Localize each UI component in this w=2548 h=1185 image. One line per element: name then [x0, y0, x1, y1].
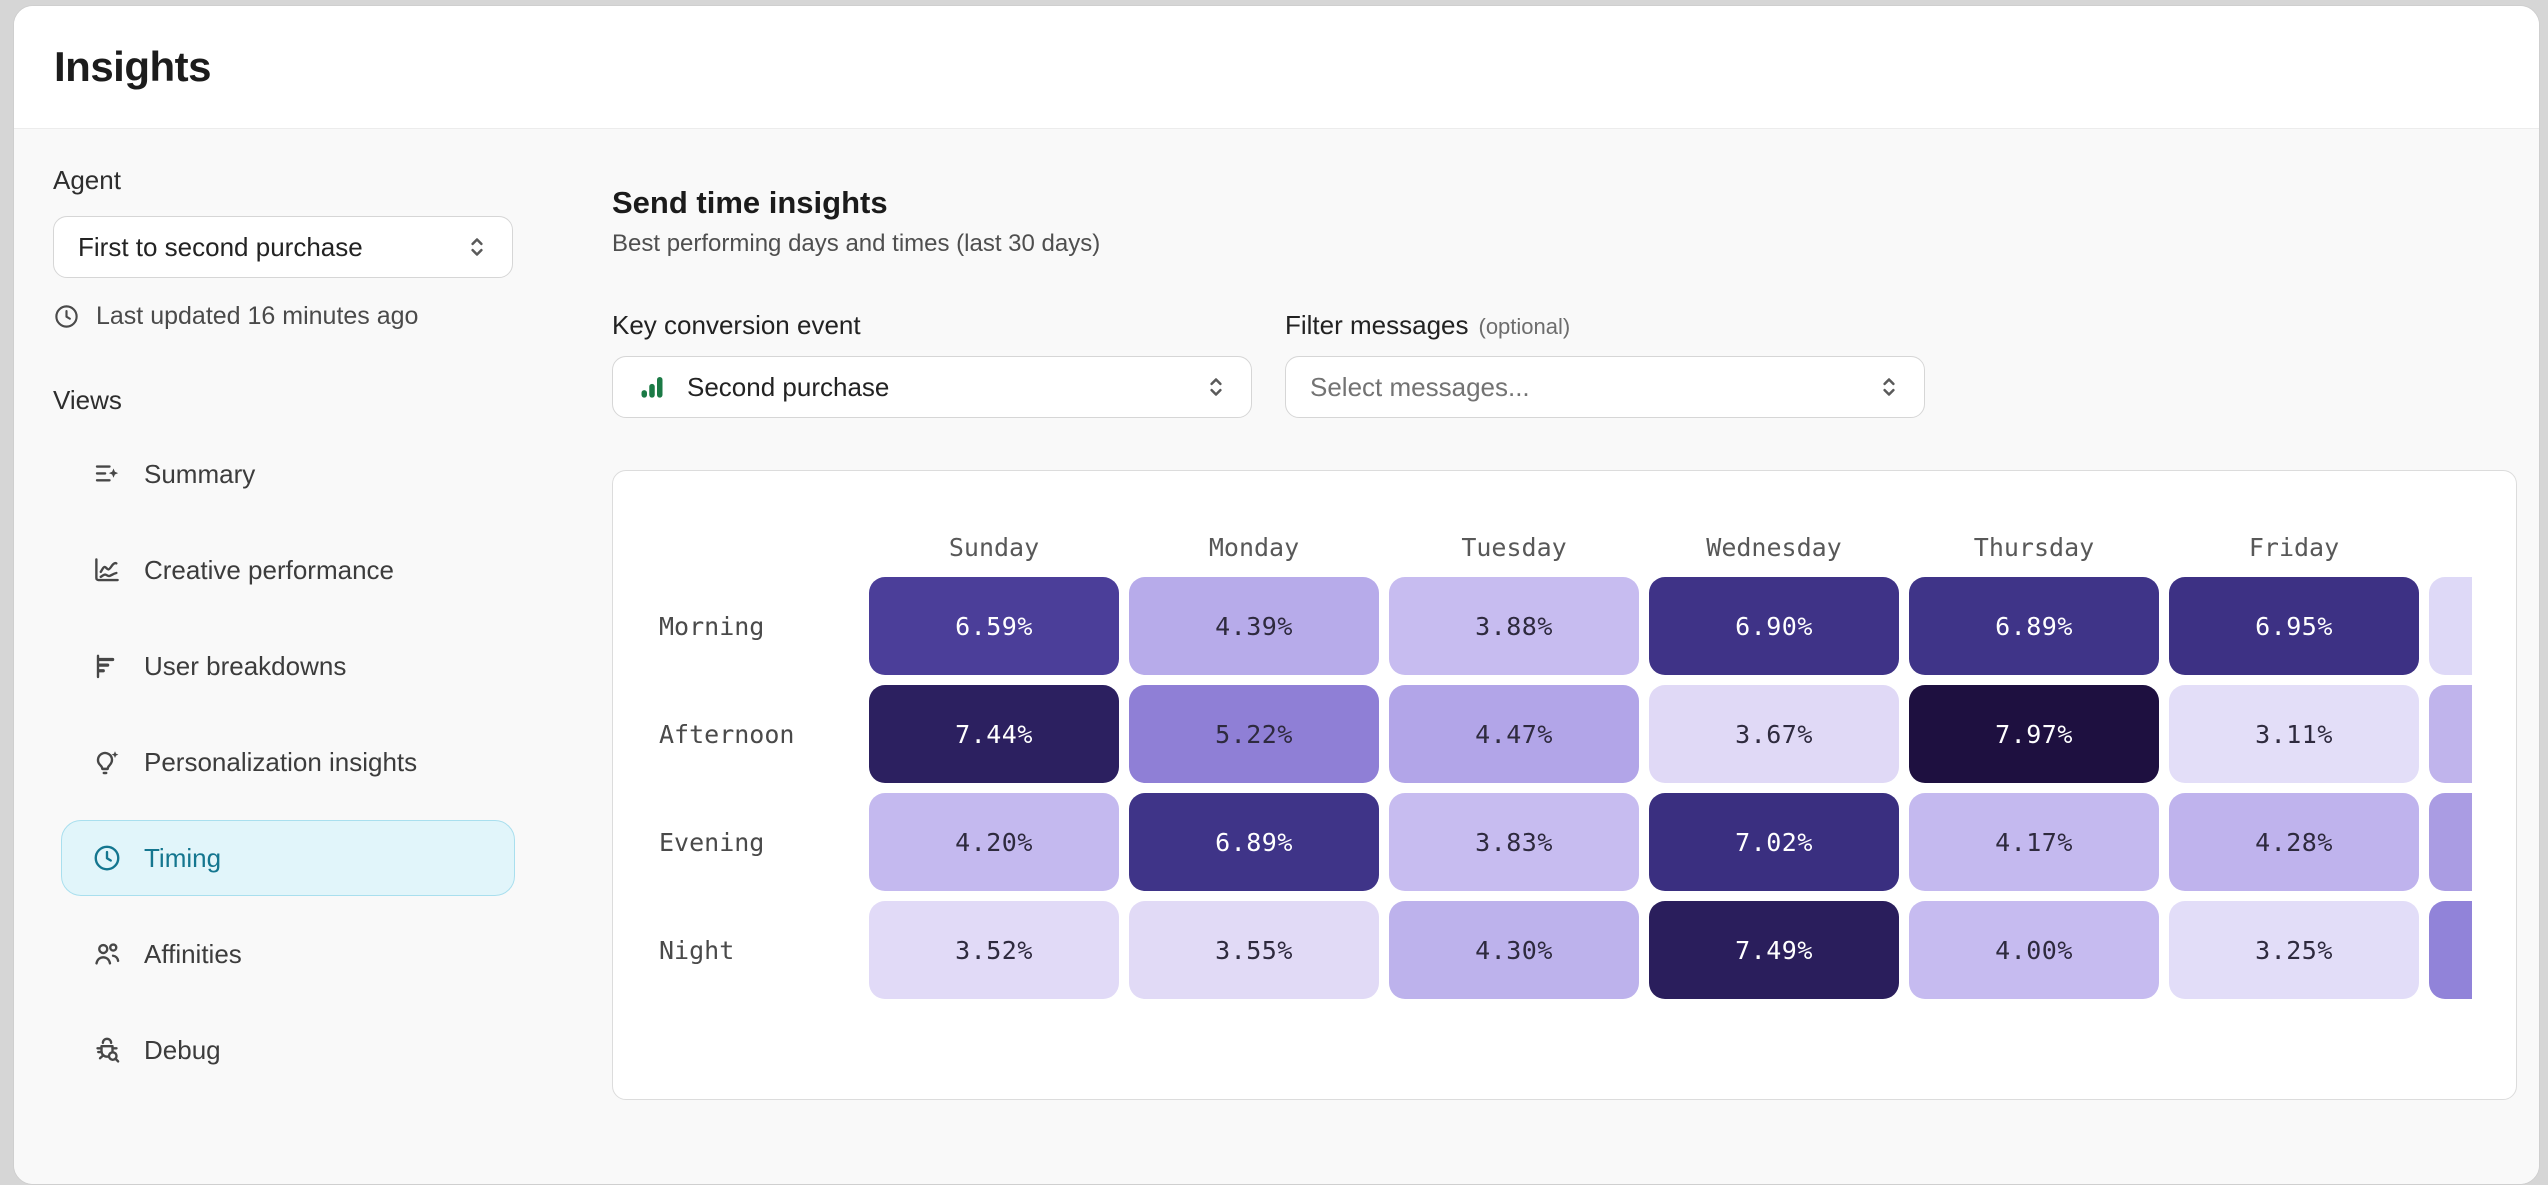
- row-label-afternoon: Afternoon: [659, 719, 795, 749]
- last-updated: Last updated 16 minutes ago: [53, 302, 612, 331]
- chevron-up-down-icon: [1874, 372, 1904, 402]
- heatmap-cell-morning-wednesday: 6.90%: [1649, 577, 1899, 675]
- sidebar-item-label: Affinities: [144, 938, 242, 969]
- sidebar-item-user-breakdowns[interactable]: User breakdowns: [61, 628, 515, 704]
- sidebar-item-label: Creative performance: [144, 554, 394, 585]
- filter-messages-optional: (optional): [1478, 314, 1571, 339]
- heatmap-cell-evening-tuesday: 3.83%: [1389, 793, 1639, 891]
- heatmap-cell-morning-thursday: 6.89%: [1909, 577, 2159, 675]
- filter-messages-control: Filter messages (optional) Select messag…: [1285, 310, 1925, 418]
- key-event-control: Key conversion event Second purchase: [612, 310, 1252, 418]
- row-label-night: Night: [659, 935, 735, 965]
- column-header-partial: [2429, 527, 2472, 567]
- app-header: Insights: [14, 6, 2539, 129]
- lightbulb-sparkle-icon: [92, 747, 122, 777]
- green-bars-icon: [637, 372, 667, 402]
- sidebar-item-label: User breakdowns: [144, 650, 347, 681]
- sidebar-item-summary[interactable]: Summary: [61, 436, 515, 512]
- views-label: Views: [53, 385, 122, 415]
- heatmap-cell-afternoon-sunday: 7.44%: [869, 685, 1119, 783]
- sidebar-item-creative-performance[interactable]: Creative performance: [61, 532, 515, 608]
- heatmap-cell-night-friday: 3.25%: [2169, 901, 2419, 999]
- app-window: Insights Agent First to second purchase …: [13, 5, 2540, 1185]
- row-label-evening: Evening: [659, 827, 765, 857]
- heatmap-cell-morning-partial: [2429, 577, 2472, 675]
- key-event-label: Key conversion event: [612, 310, 861, 340]
- views-list: Summary Creative performance User breakdow…: [61, 436, 515, 1088]
- filter-messages-select[interactable]: Select messages...: [1285, 356, 1925, 418]
- column-header-monday: Monday: [1208, 532, 1300, 562]
- heatmap-cell-evening-partial: [2429, 793, 2472, 891]
- key-event-select[interactable]: Second purchase: [612, 356, 1252, 418]
- heatmap-cell-evening-friday: 4.28%: [2169, 793, 2419, 891]
- page-title: Insights: [54, 43, 212, 90]
- heatmap-cell-morning-monday: 4.39%: [1129, 577, 1379, 675]
- bug-search-icon: [92, 1035, 122, 1065]
- agent-label: Agent: [53, 165, 121, 195]
- heatmap-cell-night-thursday: 4.00%: [1909, 901, 2159, 999]
- app-body: Agent First to second purchase Last upda…: [14, 129, 2539, 1184]
- chevron-up-down-icon: [1201, 372, 1231, 402]
- heatmap-cell-evening-wednesday: 7.02%: [1649, 793, 1899, 891]
- heatmap-cell-night-wednesday: 7.49%: [1649, 901, 1899, 999]
- heatmap-cell-morning-friday: 6.95%: [2169, 577, 2419, 675]
- heatmap-cell-night-sunday: 3.52%: [869, 901, 1119, 999]
- sidebar-item-timing[interactable]: Timing: [61, 820, 515, 896]
- column-header-tuesday: Tuesday: [1461, 532, 1567, 562]
- sidebar-item-personalization-insights[interactable]: Personalization insights: [61, 724, 515, 800]
- sidebar-item-label: Timing: [144, 842, 222, 873]
- controls-row: Key conversion event Second purchase: [612, 310, 2539, 418]
- agent-select[interactable]: First to second purchase: [53, 216, 513, 278]
- heatmap-cell-afternoon-tuesday: 4.47%: [1389, 685, 1639, 783]
- heatmap-cell-evening-monday: 6.89%: [1129, 793, 1379, 891]
- heatmap-corner: [659, 527, 859, 567]
- column-header-sunday: Sunday: [948, 532, 1040, 562]
- key-event-value: Second purchase: [687, 371, 890, 402]
- bars-horizontal-icon: [92, 651, 122, 681]
- heatmap-cell-afternoon-friday: 3.11%: [2169, 685, 2419, 783]
- heatmap-cell-afternoon-monday: 5.22%: [1129, 685, 1379, 783]
- last-updated-text: Last updated 16 minutes ago: [96, 302, 419, 330]
- section-subtitle: Best performing days and times (last 30 …: [612, 230, 1101, 257]
- sidebar-item-label: Debug: [144, 1034, 221, 1065]
- heatmap-card: Sunday Monday Tuesday Wednesday Thursday Frid…: [612, 470, 2517, 1100]
- heatmap-cell-night-tuesday: 4.30%: [1389, 901, 1639, 999]
- heatmap-cell-night-partial: [2429, 901, 2472, 999]
- heatmap-cell-night-monday: 3.55%: [1129, 901, 1379, 999]
- column-header-wednesday: Wednesday: [1706, 532, 1842, 562]
- clock-icon: [53, 303, 80, 330]
- column-header-friday: Friday: [2248, 532, 2340, 562]
- agent-select-value: First to second purchase: [78, 231, 363, 262]
- line-chart-icon: [92, 555, 122, 585]
- filter-messages-label: Filter messages (optional): [1285, 310, 1925, 344]
- sidebar-item-label: Summary: [144, 458, 256, 489]
- heatmap-cell-evening-sunday: 4.20%: [869, 793, 1119, 891]
- row-label-morning: Morning: [659, 611, 765, 641]
- heatmap-cell-afternoon-partial: [2429, 685, 2472, 783]
- section-title: Send time insights: [612, 185, 888, 220]
- filter-messages-label-text: Filter messages: [1285, 310, 1469, 340]
- summary-icon: [92, 459, 122, 489]
- sidebar: Agent First to second purchase Last upda…: [14, 129, 612, 1184]
- column-header-thursday: Thursday: [1973, 532, 2095, 562]
- chevron-up-down-icon: [462, 232, 492, 262]
- heatmap-cell-morning-sunday: 6.59%: [869, 577, 1119, 675]
- heatmap-cell-afternoon-thursday: 7.97%: [1909, 685, 2159, 783]
- heatmap-cell-afternoon-wednesday: 3.67%: [1649, 685, 1899, 783]
- heatmap-cell-evening-thursday: 4.17%: [1909, 793, 2159, 891]
- users-icon: [92, 939, 122, 969]
- sidebar-item-label: Personalization insights: [144, 746, 418, 777]
- sidebar-item-affinities[interactable]: Affinities: [61, 916, 515, 992]
- heatmap-cell-morning-tuesday: 3.88%: [1389, 577, 1639, 675]
- sidebar-item-debug[interactable]: Debug: [61, 1012, 515, 1088]
- filter-messages-placeholder: Select messages...: [1310, 371, 1530, 402]
- send-time-heatmap: Sunday Monday Tuesday Wednesday Thursday Frid…: [659, 527, 2472, 999]
- clock-icon: [92, 843, 122, 873]
- main-content: Send time insights Best performing days …: [612, 129, 2539, 1184]
- heatmap-clip: Sunday Monday Tuesday Wednesday Thursday Frid…: [659, 527, 2472, 999]
